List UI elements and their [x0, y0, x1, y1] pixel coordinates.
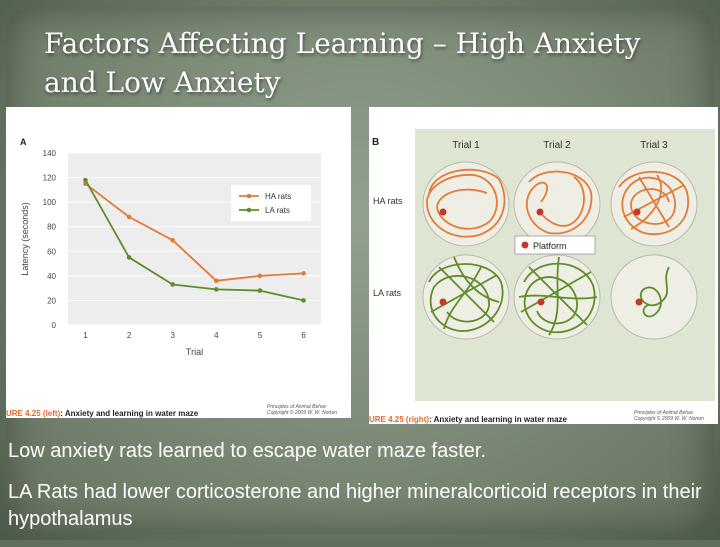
slide-body: Low anxiety rats learned to escape water…: [8, 438, 708, 547]
data-point-la: [126, 255, 132, 260]
y-tick-label: 120: [43, 174, 57, 183]
data-point-ha: [301, 271, 306, 276]
data-point-la: [257, 288, 263, 293]
bullet-low-anxiety-faster: Low anxiety rats learned to escape water…: [8, 440, 487, 462]
y-tick-label: 40: [47, 272, 56, 281]
data-point-ha: [214, 278, 219, 284]
figure-credit-a: Principles of Animal Behav Copyright © 2…: [267, 404, 347, 416]
figure-panel-a: A 0 20 40 60 80 100 120 140 1 2 3 4 5 6 Trial Latency (s…: [6, 107, 351, 418]
x-tick-label: 5: [258, 331, 263, 340]
figure-panel-b: B Trial 1 Trial 2 Trial 3 HA rats LA rat…: [369, 107, 718, 424]
figure-credit-b: Principles of Animal Behav Copyright © 2…: [634, 410, 714, 422]
data-point-la: [83, 177, 88, 183]
series-line-la: [84, 179, 304, 302]
slide-title: Factors Affecting Learning – High Anxiet…: [44, 27, 641, 99]
data-point-la: [170, 282, 175, 287]
caption-fig-number: URE 4.25: [6, 409, 41, 418]
row-label-ha-rats: HA rats: [373, 196, 403, 206]
x-tick-label: 4: [214, 331, 219, 340]
data-point-ha: [170, 237, 175, 243]
caption-part: (left): [42, 409, 61, 418]
y-tick-label: 20: [47, 296, 56, 305]
platform-label: Platform: [533, 241, 567, 251]
plot-area: [68, 153, 321, 325]
y-tick-label: 100: [43, 198, 57, 207]
x-axis-label: Trial: [186, 347, 203, 357]
ha-trial-2-dish: [513, 161, 601, 247]
trial-3-header: Trial 3: [640, 140, 668, 151]
data-point-ha: [126, 214, 132, 220]
ha-trial-3-dish: [610, 161, 698, 247]
credit-line-1: Principles of Animal Behav: [634, 410, 694, 416]
y-tick-label: 60: [47, 247, 56, 256]
figure-caption-a: URE 4.25 (left): Anxiety and learning in…: [6, 409, 198, 418]
latency-line-chart: A 0 20 40 60 80 100 120 140 1 2 3 4 5 6 Trial Latency (s…: [20, 137, 321, 357]
ha-trial-1-dish: [422, 161, 510, 247]
x-tick-label: 2: [127, 331, 132, 340]
caption-part: (right): [405, 415, 430, 424]
row-label-la-rats: LA rats: [373, 288, 402, 298]
data-point-la: [301, 298, 306, 303]
bullet-corticosterone: LA Rats had lower corticosterone and hig…: [8, 481, 702, 530]
legend-label-la: LA rats: [265, 206, 290, 215]
y-tick-label: 140: [43, 149, 57, 158]
series-line-ha: [84, 182, 304, 282]
y-axis-label: Latency (seconds): [20, 202, 30, 276]
la-trial-1-dish: [422, 254, 510, 340]
x-tick-label: 1: [83, 331, 88, 340]
data-point-ha: [257, 273, 263, 279]
caption-text: : Anxiety and learning in water maze: [60, 409, 199, 418]
panel-label-a: A: [20, 137, 27, 147]
water-maze-paths-figure: B Trial 1 Trial 2 Trial 3 HA rats LA rat…: [372, 129, 715, 401]
figure-caption-b: URE 4.25 (right): Anxiety and learning i…: [369, 415, 567, 424]
legend-label-ha: HA rats: [265, 192, 291, 201]
la-trial-2-dish: [513, 254, 601, 340]
legend-marker-ha: [246, 193, 252, 199]
credit-line-2: Copyright © 2009 W. W. Norton: [634, 416, 705, 422]
caption-fig-number: URE 4.25: [369, 415, 404, 424]
x-tick-label: 3: [170, 331, 175, 340]
caption-text: : Anxiety and learning in water maze: [429, 415, 567, 424]
trial-1-header: Trial 1: [452, 140, 480, 151]
x-tick-label: 6: [301, 331, 306, 340]
la-trial-3-dish: [610, 254, 698, 340]
legend-marker-la: [246, 207, 252, 213]
panel-label-b: B: [372, 137, 379, 148]
trial-2-header: Trial 2: [543, 140, 571, 151]
y-tick-label: 0: [52, 321, 57, 330]
platform-legend: [514, 235, 596, 255]
data-point-la: [214, 287, 219, 292]
credit-line-2: Copyright © 2009 W. W. Norton: [267, 410, 338, 416]
y-tick-label: 80: [47, 223, 56, 232]
credit-line-1: Principles of Animal Behav: [267, 404, 327, 410]
legend-box: [231, 185, 311, 221]
